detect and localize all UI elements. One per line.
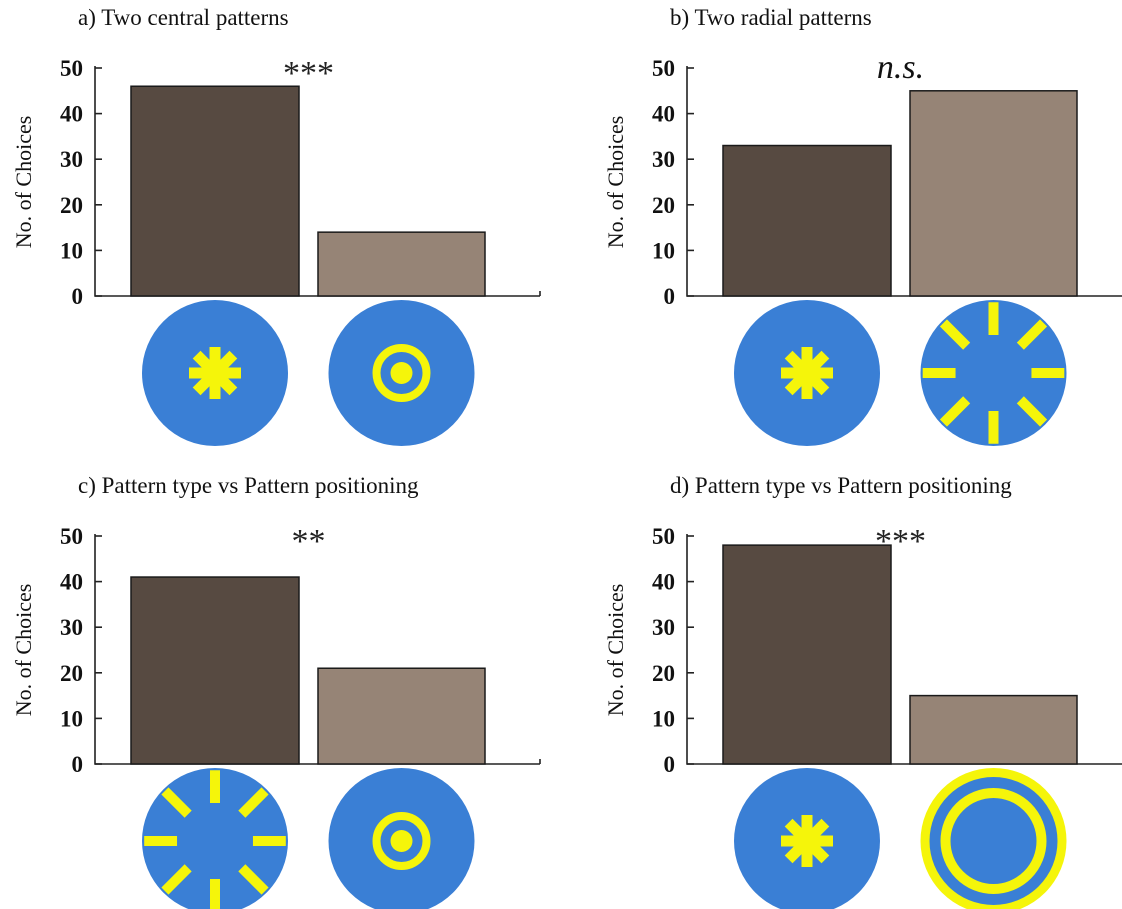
y-tick-label: 10 [60,238,83,263]
radial-dash [161,787,192,818]
significance-label: *** [875,523,926,560]
bar-right [909,90,1078,297]
radial-dash [939,319,971,350]
central-bullseye-icon [328,300,475,446]
y-tick-label: 30 [652,615,675,640]
y-tick-label: 0 [72,752,84,777]
y-axis-label: No. of Choices [603,116,628,249]
y-tick-label: 30 [652,147,675,172]
chart-title: b) Two radial patterns [670,5,872,30]
chart-title: d) Pattern type vs Pattern positioning [670,473,1012,498]
radial-dash [238,787,269,818]
bar-left [130,576,300,765]
y-tick-label: 40 [652,102,675,127]
star-arm [784,818,830,864]
y-tick-label: 0 [72,284,84,309]
y-axis-label: No. of Choices [11,584,36,717]
bar-right [317,667,486,765]
y-tick-label: 20 [60,661,83,686]
y-axis-label: No. of Choices [11,116,36,249]
chart-panel: d) Pattern type vs Pattern positioning No… [603,473,1122,909]
chart-title: a) Two central patterns [78,5,289,30]
central-star-icon [734,768,880,909]
y-tick-label: 30 [60,147,83,172]
star-arm [192,350,238,396]
radial-dash [1016,396,1048,427]
chart-panel: b) Two radial patterns No. of Choices 0 10 2… [603,5,1122,446]
y-tick-label: 20 [60,193,83,218]
bar-left [722,144,892,297]
y-tick-label: 20 [652,661,675,686]
bar-left [722,544,892,765]
significance-label: n.s. [877,49,924,86]
chart-panel: a) Two central patterns No. of Choices 0 10… [11,5,541,446]
central-bullseye-icon [328,768,475,909]
bullseye-ring [372,812,431,870]
y-tick-label: 10 [652,706,675,731]
y-tick-label: 40 [652,570,675,595]
chart-panel: c) Pattern type vs Pattern positioning No… [11,473,541,909]
y-tick-label: 50 [60,56,83,81]
radial-dashes-icon [142,768,288,909]
bar-right [317,231,486,297]
y-tick-label: 50 [60,524,83,549]
chart-title: c) Pattern type vs Pattern positioning [78,473,419,498]
y-tick-label: 40 [60,102,83,127]
y-tick-label: 50 [652,56,675,81]
y-tick-label: 40 [60,570,83,595]
star-arm [784,350,830,396]
y-axis-label: No. of Choices [603,584,628,717]
inner-ring [940,788,1047,894]
central-star-icon [142,300,288,446]
central-star-icon [734,300,880,446]
significance-label: ** [292,523,326,560]
y-tick-label: 20 [652,193,675,218]
y-tick-label: 30 [60,615,83,640]
radial-dash [1016,319,1048,350]
peripheral-rings-icon [920,768,1067,909]
y-tick-label: 0 [664,752,676,777]
bullseye-dot [390,362,413,384]
radial-dash [238,864,269,895]
y-tick-label: 10 [652,238,675,263]
bullseye-ring [372,344,431,402]
radial-dash [161,864,192,895]
bar-left [130,85,300,297]
bullseye-dot [390,830,413,852]
y-tick-label: 0 [664,284,676,309]
radial-dash [939,396,971,427]
significance-label: *** [283,55,334,92]
y-tick-label: 50 [652,524,675,549]
radial-dashes-icon [920,300,1067,446]
y-tick-label: 10 [60,706,83,731]
bar-right [909,694,1078,765]
